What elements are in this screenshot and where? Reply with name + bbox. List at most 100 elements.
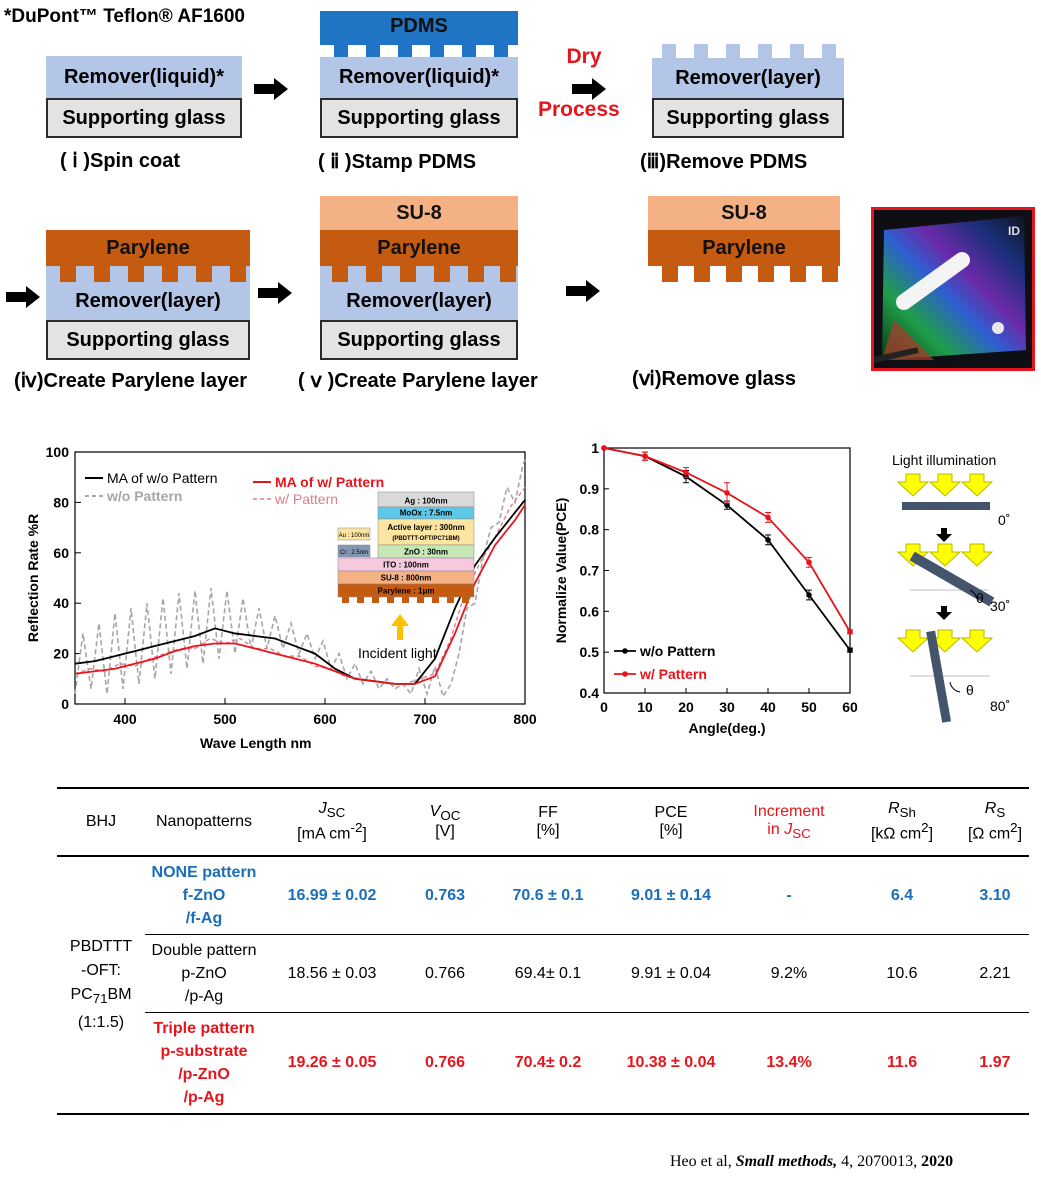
series-line bbox=[74, 504, 526, 685]
panel-80 bbox=[926, 630, 952, 723]
stack-label: MoOx : 7.5nm bbox=[400, 509, 452, 518]
stack-tooth bbox=[342, 597, 349, 603]
stack-label: ITO : 100nm bbox=[383, 561, 429, 570]
legend-label: w/ Pattern bbox=[274, 491, 338, 507]
pdms-teeth bbox=[334, 45, 508, 57]
teflon-note: *DuPont™ Teflon® AF1600 bbox=[4, 6, 245, 27]
header-increment: Increment in JSC bbox=[753, 802, 825, 842]
rsh-cell: 10.6 bbox=[843, 934, 961, 1013]
light-arrows-80 bbox=[896, 629, 994, 653]
legend-label: w/o Pattern bbox=[106, 488, 182, 504]
step4-remover-layer: Remover(layer) bbox=[46, 282, 250, 320]
header-rsh: RSh [kΩ cm2] bbox=[870, 800, 934, 843]
theta-30-label: θ bbox=[976, 590, 984, 606]
nanopattern-cell: Double pattern p-ZnO/p-Ag bbox=[145, 934, 263, 1013]
stack-label: Active layer : 300nm bbox=[387, 523, 464, 532]
legend-label: w/ Pattern bbox=[639, 666, 707, 682]
step5-supporting-glass: Supporting glass bbox=[320, 320, 518, 360]
stack-label: (PBDTTT-OFT/PC71BM) bbox=[392, 536, 459, 542]
increment-cell: 13.4% bbox=[766, 1054, 812, 1071]
stack-label: SU-8 : 800nm bbox=[381, 574, 432, 583]
data-point bbox=[724, 490, 730, 496]
electrode-cr bbox=[337, 544, 371, 558]
dry-word: Dry bbox=[566, 45, 602, 68]
arrow-icon bbox=[258, 282, 292, 304]
rsh-cell: 6.4 bbox=[843, 856, 961, 935]
x-tick-label: 400 bbox=[113, 711, 137, 727]
incident-label: Incident light bbox=[358, 645, 437, 661]
light-arrows-30 bbox=[896, 543, 994, 567]
series-line bbox=[603, 447, 851, 651]
y-tick-label: 0.8 bbox=[580, 522, 600, 538]
table-row: Double pattern p-ZnO/p-Ag 18.56 ± 0.03 0.… bbox=[57, 934, 1029, 1013]
y-axis-label: Reflection Rate %R bbox=[25, 514, 41, 642]
x-tick-label: 700 bbox=[413, 711, 437, 727]
step3-supporting-glass: Supporting glass bbox=[652, 98, 844, 138]
ff-cell: 69.4± 0.1 bbox=[489, 934, 607, 1013]
step2-pdms: PDMS bbox=[320, 11, 518, 45]
step1-remover-liquid: Remover(liquid)* bbox=[46, 56, 242, 98]
step6-su8: SU-8 bbox=[648, 196, 840, 230]
voc-cell: 0.766 bbox=[401, 934, 489, 1013]
legend-label: MA of w/o Pattern bbox=[107, 470, 218, 486]
stack-tooth bbox=[462, 597, 469, 603]
data-point bbox=[806, 559, 812, 566]
rs-cell: 3.10 bbox=[961, 856, 1029, 935]
data-point bbox=[765, 537, 771, 543]
header-voc: VOC [V] bbox=[429, 802, 461, 841]
stack-tooth bbox=[372, 597, 379, 603]
table-row: PBDTTT -OFT: PC71BM (1:1.5) NONE pattern f-… bbox=[57, 856, 1029, 1031]
pce-cell: 10.38 ± 0.04 bbox=[626, 1054, 716, 1071]
step6-parylene-teeth bbox=[662, 266, 838, 282]
header-bhj: BHJ bbox=[85, 813, 117, 830]
rs-cell: 1.97 bbox=[979, 1054, 1011, 1071]
step3-remover-teeth bbox=[662, 44, 836, 58]
arrow-icon bbox=[572, 78, 606, 100]
x-tick-label: 10 bbox=[637, 699, 653, 715]
x-tick-label: 600 bbox=[313, 711, 337, 727]
step5-parylene: Parylene bbox=[320, 230, 518, 266]
series-line bbox=[74, 486, 526, 685]
step6-parylene: Parylene bbox=[648, 230, 840, 266]
stack-layer bbox=[377, 518, 475, 546]
step1-label: ( ⅰ )Spin coat bbox=[60, 150, 180, 172]
jsc-cell: 16.99 ± 0.02 bbox=[263, 856, 401, 935]
x-tick-label: 60 bbox=[842, 699, 858, 715]
step3-remover-layer: Remover(layer) bbox=[652, 58, 844, 98]
y-tick-label: 80 bbox=[53, 494, 69, 510]
x-axis-label: Angle(deg.) bbox=[689, 720, 766, 736]
arrow-icon bbox=[6, 286, 40, 308]
legend-marker bbox=[622, 648, 628, 654]
panel-0 bbox=[902, 502, 990, 510]
ff-cell: 70.6 ± 0.1 bbox=[489, 856, 607, 935]
increment-cell: 9.2% bbox=[735, 934, 843, 1013]
header-nanopatterns: Nanopatterns bbox=[155, 813, 253, 830]
legend-label: w/o Pattern bbox=[639, 643, 715, 659]
stack-tooth bbox=[417, 597, 424, 603]
voc-cell: 0.766 bbox=[424, 1054, 466, 1071]
stack-tooth bbox=[402, 597, 409, 603]
process-word: Process bbox=[538, 98, 620, 121]
y-tick-label: 0.5 bbox=[580, 644, 600, 660]
y-tick-label: 0.6 bbox=[580, 603, 600, 619]
stack-tooth bbox=[432, 597, 439, 603]
ff-cell: 70.4± 0.2 bbox=[514, 1054, 582, 1071]
dry-process-text: Dry bbox=[538, 42, 634, 72]
plot-frame bbox=[74, 451, 526, 705]
stack-label: Parylene : 1μm bbox=[378, 587, 435, 596]
angle-0-label: 0˚ bbox=[998, 512, 1011, 528]
results-table: BHJ Nanopatterns JSC [mA cm-2] VOC [V] FF… bbox=[57, 787, 1029, 1113]
x-tick-label: 40 bbox=[760, 699, 776, 715]
table-row: Triple pattern p-substrate/p-ZnO/p-Ag 19.… bbox=[57, 1013, 1029, 1114]
y-tick-label: 20 bbox=[53, 646, 69, 662]
stack-label: ZnO : 30nm bbox=[404, 548, 448, 557]
pce-cell: 9.91 ± 0.04 bbox=[607, 934, 735, 1013]
down-arrow-icon bbox=[936, 528, 952, 542]
angle-80-label: 80˚ bbox=[990, 698, 1011, 714]
x-tick-label: 30 bbox=[719, 699, 735, 715]
y-tick-label: 40 bbox=[53, 595, 69, 611]
header-pce: PCE [%] bbox=[654, 804, 688, 839]
x-tick-label: 0 bbox=[600, 699, 608, 715]
stack-label: Ag : 100nm bbox=[404, 497, 447, 506]
electrode-label: Au : 100nm bbox=[339, 533, 370, 539]
